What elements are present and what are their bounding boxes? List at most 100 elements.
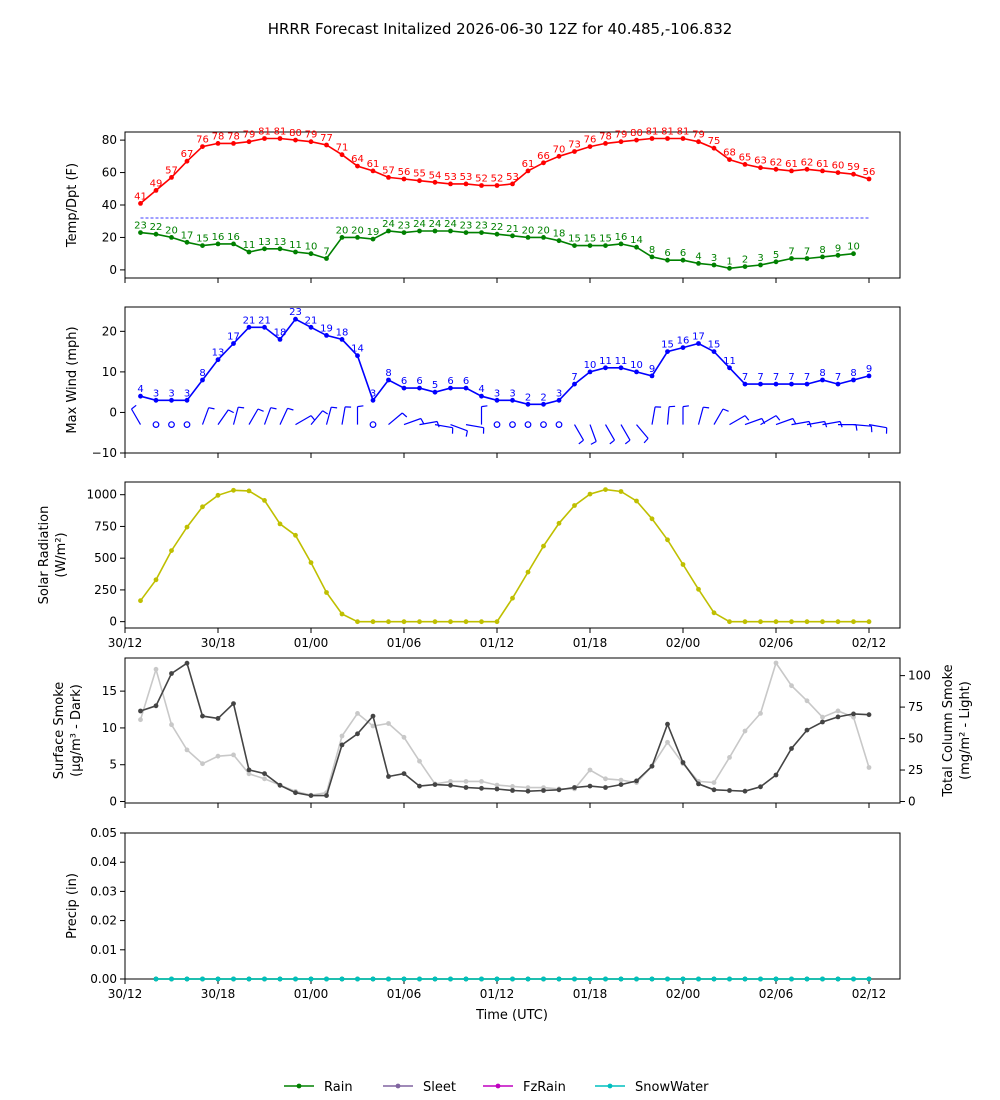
data-point [417, 619, 422, 625]
data-point [200, 713, 205, 719]
data-point [510, 976, 515, 982]
data-point [789, 256, 794, 261]
data-label: 78 [599, 131, 612, 142]
data-point [758, 976, 763, 982]
data-point [339, 976, 345, 982]
data-point [169, 722, 174, 728]
data-point [339, 337, 345, 342]
wind-barb-flag [465, 430, 468, 437]
data-point [851, 714, 856, 720]
data-point [231, 976, 236, 982]
data-point [324, 333, 329, 338]
data-point [618, 241, 624, 247]
wind-barb-shaft [295, 415, 312, 426]
data-point [851, 377, 856, 383]
data-label: 21 [258, 315, 271, 326]
data-point [293, 137, 298, 143]
wind-barb-flag [703, 406, 710, 409]
y-tick-label: 0 [109, 795, 117, 809]
data-label: 5 [432, 380, 438, 391]
y-tick-label: −10 [92, 446, 117, 460]
data-point [231, 752, 236, 758]
data-point [153, 231, 159, 237]
data-point [339, 742, 345, 748]
data-point [618, 139, 624, 145]
y-right-tick-label: 25 [908, 763, 923, 777]
data-point [262, 136, 267, 141]
data-point [696, 976, 701, 982]
data-point [138, 201, 143, 206]
precip-legend: Rain Sleet FzRain SnowWater [284, 1080, 709, 1095]
data-label: 81 [258, 127, 271, 138]
data-point [587, 767, 593, 773]
data-label: 8 [819, 368, 825, 379]
data-point [370, 976, 376, 982]
y-tick-label: 0 [109, 405, 117, 419]
data-point [370, 723, 376, 729]
data-point [665, 721, 670, 727]
data-label: 54 [429, 170, 442, 181]
series-2 [138, 660, 872, 798]
data-point [246, 976, 252, 982]
data-point [386, 774, 391, 779]
data-point [479, 785, 484, 791]
data-point [541, 235, 546, 240]
data-point [696, 781, 701, 787]
data-point [231, 701, 236, 706]
y-tick-label: 750 [94, 519, 117, 533]
data-label: 61 [785, 159, 798, 170]
data-point [308, 251, 314, 257]
x-tick-label: 02/00 [666, 636, 701, 650]
data-point [510, 181, 515, 187]
data-label: 79 [692, 130, 705, 141]
data-label: 8 [199, 368, 205, 379]
data-point [153, 703, 159, 709]
data-point [401, 734, 407, 740]
wind-barb-flag [208, 407, 215, 410]
series-1 [138, 487, 872, 625]
data-point [138, 708, 143, 714]
wind-barb-flag [722, 408, 729, 412]
data-point [634, 244, 639, 250]
wind-barb-shaft [775, 417, 794, 426]
data-label: 11 [243, 240, 256, 251]
data-point [680, 760, 686, 765]
data-label: 23 [475, 221, 488, 232]
data-point [680, 136, 686, 141]
data-point [851, 251, 856, 257]
data-point [696, 139, 701, 145]
data-label: 7 [323, 247, 329, 258]
data-label: 19 [320, 323, 333, 334]
data-label: 52 [491, 174, 504, 185]
data-point [587, 243, 593, 249]
wind-barb-flag [590, 440, 597, 445]
data-point [851, 711, 856, 717]
y-right-axis-label: Total Column Smoke (mg/m² - Light) [941, 664, 973, 797]
data-label: 49 [150, 178, 163, 189]
data-point [355, 731, 360, 737]
calm-wind-symbol [369, 421, 377, 429]
wind-barb-shaft [325, 407, 332, 425]
y-tick-label: 80 [102, 133, 117, 147]
data-point [773, 660, 779, 666]
y-axis-label: Precip (in) [65, 873, 80, 939]
data-point [339, 733, 345, 739]
x-tick-label: 01/18 [573, 987, 608, 1001]
series-line [140, 661, 870, 797]
calm-wind-symbol [555, 421, 563, 429]
data-point [665, 976, 670, 982]
data-point [758, 784, 763, 790]
data-label: 3 [757, 253, 763, 264]
data-label: 15 [196, 234, 209, 245]
wind-barb-shaft [201, 407, 210, 425]
data-point [618, 782, 624, 787]
chart-panel-4: 0 5 10 15 Surface Smoke (μg/m³ - Dark) 0 25 50 75… [52, 657, 973, 809]
y-tick-label: 20 [102, 230, 117, 244]
data-point [603, 141, 608, 146]
legend-swatch-marker [296, 1083, 302, 1089]
wind-barb-shaft [434, 424, 453, 429]
data-label: 2 [742, 255, 748, 266]
